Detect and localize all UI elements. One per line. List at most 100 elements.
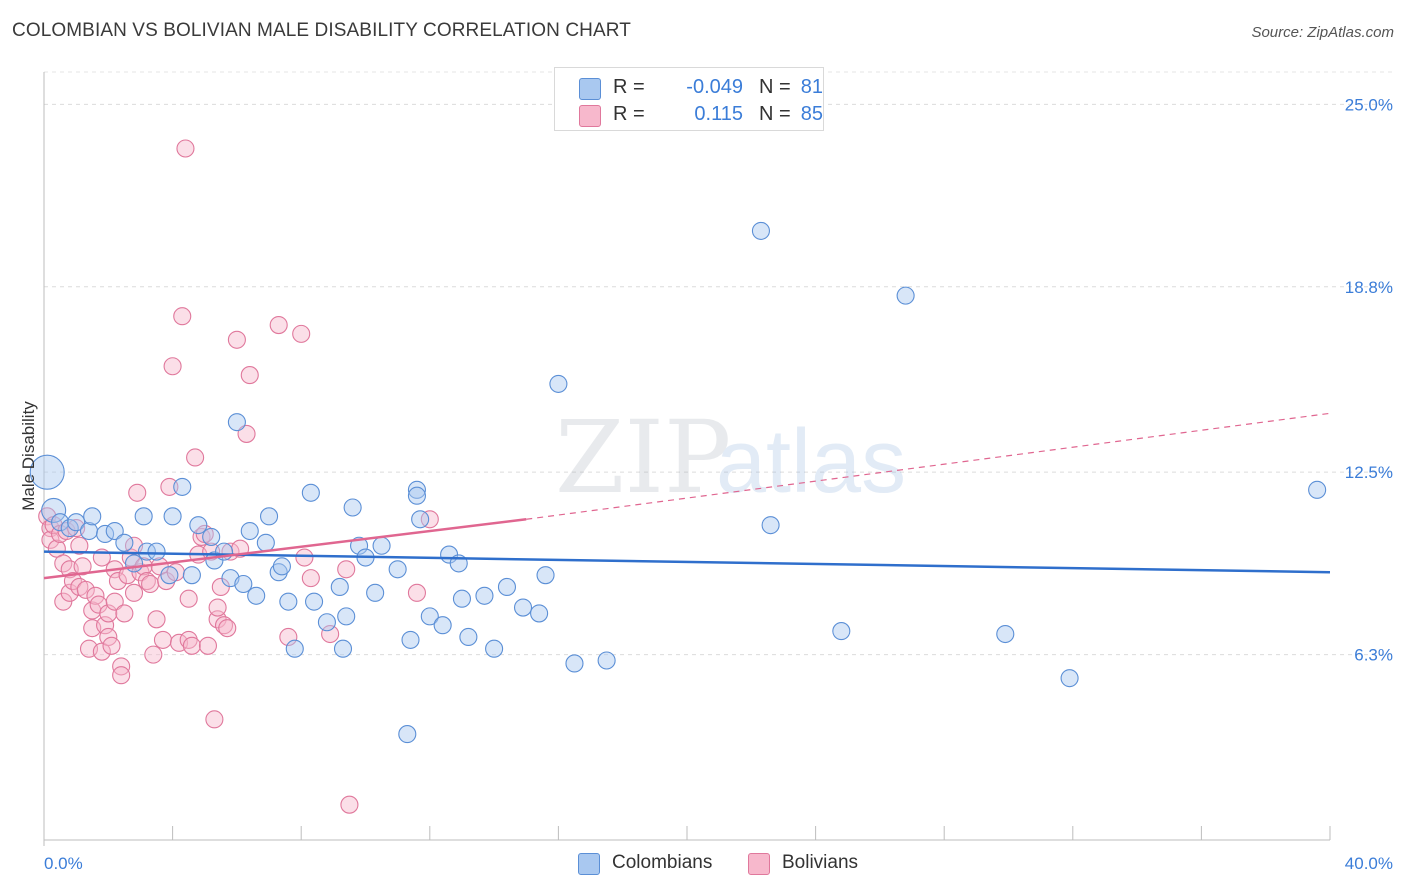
bolivians-point: [54, 592, 73, 611]
colombians-point: [350, 536, 369, 555]
bolivians-point: [218, 619, 237, 638]
colombians-point: [147, 542, 166, 561]
y-axis-label: Male Disability: [19, 401, 38, 511]
bolivians-point: [420, 510, 439, 529]
colombians-point: [259, 507, 279, 526]
colombians-swatch: [579, 78, 601, 100]
colombians-point: [1060, 669, 1079, 688]
bolivians-trend-extension: [526, 412, 1331, 520]
bolivians-point: [124, 583, 144, 602]
legend-label: Bolivians: [782, 852, 859, 873]
n-value: 85: [800, 103, 823, 125]
colombians-point: [832, 622, 851, 641]
tick-labels: 25.0% 18.8% 12.5% 6.3% 0.0% 40.0%: [44, 95, 1393, 873]
bolivians-point: [73, 557, 92, 576]
colombians-point: [305, 592, 324, 611]
bolivians-trend-line: [43, 518, 527, 580]
r-label: R =: [613, 76, 645, 98]
colombians-point: [41, 497, 67, 523]
colombians-point: [163, 507, 182, 526]
bolivians-point: [144, 645, 163, 664]
r-value: -0.049: [686, 76, 743, 98]
bolivians-point: [96, 616, 115, 635]
bolivians-point: [214, 616, 234, 635]
colombians-point: [240, 521, 259, 541]
colombians-legend-swatch: [578, 853, 600, 875]
colombians-point: [285, 639, 304, 658]
watermark: ZIP atlas: [555, 399, 906, 516]
bolivians-point: [292, 324, 311, 343]
colombians-point: [134, 507, 153, 526]
colombians-point: [366, 583, 385, 602]
bolivians-points: [38, 139, 439, 814]
trend-lines: [43, 412, 1331, 580]
colombians-point: [761, 516, 780, 535]
x-tick-label: 0.0%: [44, 854, 83, 873]
colombians-points: [29, 221, 1327, 744]
colombians-point: [475, 586, 494, 605]
bolivians-point: [279, 627, 298, 647]
colombians-point: [67, 513, 86, 532]
colombians-point: [79, 521, 99, 541]
colombians-point: [256, 533, 275, 552]
bolivians-legend-swatch: [748, 853, 770, 875]
colombians-point: [202, 527, 221, 546]
bolivians-point: [176, 139, 195, 158]
y-tick-label: 12.5%: [1345, 463, 1393, 482]
bolivians-point: [112, 666, 131, 685]
colombians-point: [398, 725, 417, 744]
legend-label: Colombians: [612, 852, 713, 873]
bolivians-point: [141, 574, 160, 594]
colombians-point: [388, 560, 407, 579]
colombians-point: [51, 513, 70, 532]
bolivians-point: [198, 636, 218, 655]
bolivians-point: [160, 477, 179, 496]
bolivians-point: [179, 630, 198, 649]
colombians-point: [485, 639, 504, 658]
bolivians-point: [128, 483, 147, 502]
bolivians-point: [240, 366, 259, 385]
r-label: R =: [613, 103, 645, 125]
colombians-point: [420, 607, 439, 626]
bolivians-point: [137, 572, 156, 591]
bolivians-swatch: [579, 105, 601, 127]
colombians-point: [173, 477, 192, 496]
colombians-point: [269, 563, 288, 582]
colombians-point: [411, 510, 430, 529]
colombians-point: [372, 536, 391, 555]
bolivians-point: [192, 527, 211, 546]
bolivians-point: [340, 795, 359, 814]
bolivians-point: [321, 624, 340, 644]
stats-legend: R = -0.049 N = 81 R = 0.115 N = 85: [554, 67, 824, 131]
colombians-point: [536, 566, 555, 585]
colombians-point: [565, 654, 584, 673]
colombians-point: [407, 486, 426, 505]
colombians-point: [182, 566, 201, 585]
colombians-point: [272, 557, 291, 576]
colombians-point: [452, 589, 472, 608]
bolivians-point: [237, 424, 256, 443]
colombians-point: [105, 521, 124, 541]
bolivians-point: [337, 560, 356, 579]
bolivians-point: [105, 592, 124, 611]
x-tick-label: 40.0%: [1345, 854, 1393, 873]
bolivians-point: [173, 307, 192, 326]
bolivians-point: [295, 548, 314, 567]
colombians-point: [433, 616, 452, 635]
colombians-point: [459, 627, 478, 647]
n-label: N =: [759, 76, 791, 98]
bolivians-point: [407, 583, 426, 602]
bolivians-point: [153, 630, 173, 649]
bolivians-point: [269, 316, 288, 335]
colombians-point: [189, 516, 208, 535]
colombians-point: [896, 286, 915, 305]
colombians-point: [530, 604, 549, 623]
colombians-point: [996, 624, 1015, 644]
bolivians-point: [208, 598, 227, 617]
bolivians-point: [147, 610, 166, 629]
bolivians-point: [227, 330, 246, 349]
colombians-point: [279, 592, 298, 611]
y-tick-label: 25.0%: [1345, 95, 1393, 114]
colombians-point: [301, 483, 320, 502]
colombians-point: [83, 507, 102, 526]
